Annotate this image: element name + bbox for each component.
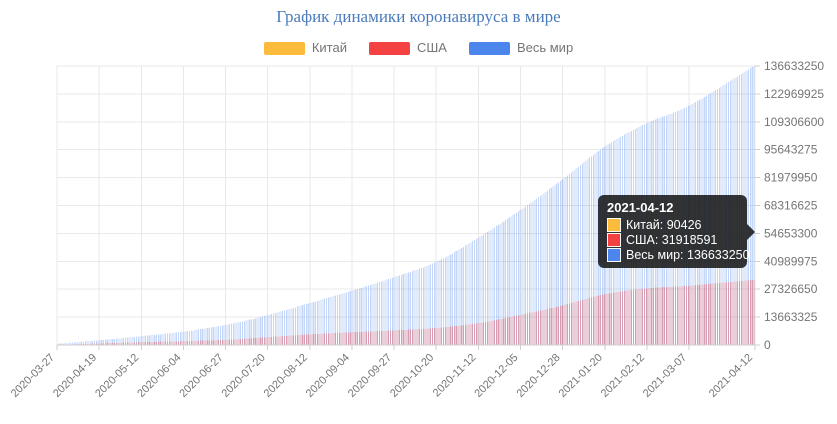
svg-text:2020-05-12: 2020-05-12 xyxy=(93,352,141,400)
tooltip-row-usa: США: 31918591 xyxy=(607,233,738,247)
svg-text:2020-04-19: 2020-04-19 xyxy=(51,352,99,400)
svg-text:136633250: 136633250 xyxy=(764,59,824,73)
legend-swatch-china xyxy=(263,41,305,55)
svg-text:40989975: 40989975 xyxy=(764,254,818,268)
svg-text:2020-08-12: 2020-08-12 xyxy=(262,352,310,400)
tooltip-row-world: Весь мир: 136633250 xyxy=(607,248,750,262)
legend-item-china[interactable]: Китай xyxy=(263,40,347,55)
legend-swatch-world xyxy=(468,41,510,55)
tooltip-row-china: Китай: 90426 xyxy=(607,218,738,232)
legend-label-world: Весь мир xyxy=(516,40,574,55)
x-axis-labels: 2020-03-272020-04-192020-05-122020-06-04… xyxy=(9,352,755,400)
svg-text:2020-09-27: 2020-09-27 xyxy=(346,352,394,400)
legend-label-china: Китай xyxy=(311,40,347,55)
svg-text:68316625: 68316625 xyxy=(764,199,818,213)
legend-label-usa: США xyxy=(416,40,447,55)
svg-text:27326650: 27326650 xyxy=(764,282,818,296)
tooltip-text-world: Весь мир: 136633250 xyxy=(626,248,750,262)
tooltip-swatch-world xyxy=(607,248,621,262)
y-axis-labels: 0 13663325 27326650 40989975 54653300 6831662… xyxy=(764,59,824,352)
legend-swatch-usa xyxy=(368,41,410,55)
legend-item-world[interactable]: Весь мир xyxy=(468,40,574,55)
svg-text:2020-06-27: 2020-06-27 xyxy=(177,352,225,400)
svg-text:2020-03-27: 2020-03-27 xyxy=(9,352,57,400)
svg-text:2020-06-04: 2020-06-04 xyxy=(135,352,183,400)
svg-text:109306600: 109306600 xyxy=(764,115,824,129)
svg-text:2020-11-12: 2020-11-12 xyxy=(431,352,479,400)
tooltip: 2021-04-12 Китай: 90426 США: 31918591 Ве… xyxy=(598,195,755,268)
svg-text:2021-02-12: 2021-02-12 xyxy=(599,352,647,400)
svg-text:2021-01-20: 2021-01-20 xyxy=(557,352,605,400)
tooltip-text-usa: США: 31918591 xyxy=(626,233,718,247)
legend-item-usa[interactable]: США xyxy=(368,40,447,55)
svg-text:2020-10-20: 2020-10-20 xyxy=(388,352,436,400)
legend: Китай США Весь мир xyxy=(0,41,837,55)
bars-США xyxy=(57,279,755,345)
svg-text:2021-04-12: 2021-04-12 xyxy=(707,352,755,400)
axis-lines xyxy=(56,65,760,350)
svg-text:13663325: 13663325 xyxy=(764,310,818,324)
tooltip-text-china: Китай: 90426 xyxy=(626,218,702,232)
tooltip-title: 2021-04-12 xyxy=(607,200,674,215)
tooltip-swatch-china xyxy=(607,218,621,232)
svg-text:54653300: 54653300 xyxy=(764,226,818,240)
svg-text:2021-03-07: 2021-03-07 xyxy=(641,352,689,400)
svg-text:95643275: 95643275 xyxy=(764,143,818,157)
svg-text:2020-12-05: 2020-12-05 xyxy=(472,352,520,400)
tooltip-swatch-usa xyxy=(607,233,621,247)
svg-text:2020-09-04: 2020-09-04 xyxy=(304,352,352,400)
svg-text:122969925: 122969925 xyxy=(764,87,824,101)
svg-text:2020-07-20: 2020-07-20 xyxy=(220,352,268,400)
svg-text:0: 0 xyxy=(764,338,771,352)
svg-text:81979950: 81979950 xyxy=(764,171,818,185)
svg-text:2020-12-28: 2020-12-28 xyxy=(514,352,562,400)
tooltip-caret-icon xyxy=(747,223,755,240)
chart-title: График динамики коронавируса в мире xyxy=(276,7,561,26)
